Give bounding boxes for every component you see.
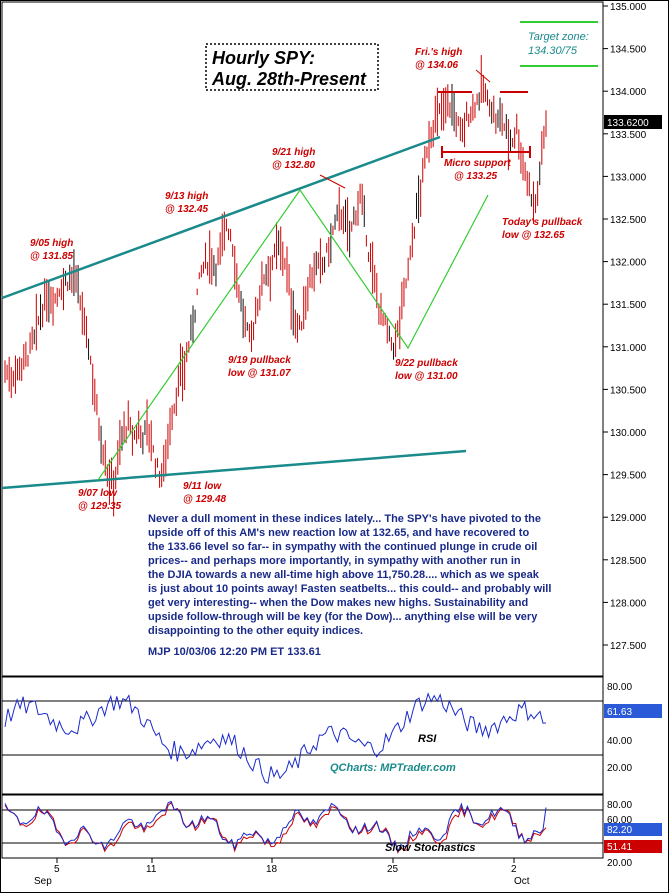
price-tick-label: 132.000 (610, 258, 647, 269)
x-label-sep18: 18 (266, 864, 278, 875)
annotation-fri-high-value: @ 134.06 (415, 60, 459, 71)
x-label-oct2: 2 (511, 864, 517, 875)
target-zone-value: 134.30/75 (528, 45, 578, 57)
price-tick-label: 134.500 (610, 45, 647, 56)
price-tick-label: 133.500 (610, 130, 647, 141)
price-panel (1, 1, 604, 677)
commentary-line: upside off of this AM's new reaction low… (148, 527, 529, 539)
commentary-signature: MJP 10/03/06 12:20 PM ET 133.61 (148, 646, 321, 658)
annotation-micro-support: Micro support (444, 158, 511, 169)
annotation-micro-support-value: @ 133.25 (454, 171, 498, 182)
rsi-tick-80: 80.00 (607, 682, 632, 693)
x-label-sep11: 11 (146, 864, 157, 875)
stoch-d-marker (604, 840, 662, 853)
stoch-k-line (4, 800, 547, 853)
stoch-tick-80: 80.00 (607, 800, 632, 811)
commentary-line: is just about 10 points away! Fasten sea… (148, 583, 551, 595)
commentary-line: prices-- and perhaps more importantly, i… (148, 555, 521, 567)
annotation-sep05-high: 9/05 high (30, 238, 73, 249)
last-price-marker (604, 115, 662, 129)
title-line2: Aug. 28th-Present (211, 69, 367, 89)
rsi-label: RSI (418, 733, 437, 745)
title-line1: Hourly SPY: (212, 48, 315, 68)
target-zone-label: Target zone: (528, 31, 589, 43)
sept21-leader (319, 174, 346, 189)
stoch-tick-60: 60.00 (607, 815, 632, 826)
rsi-panel (1, 676, 604, 795)
price-tick-label: 132.500 (610, 215, 647, 226)
rsi-last-marker (604, 704, 662, 718)
annotation-sep22-pullback-value: low @ 131.00 (395, 371, 458, 382)
commentary-line: get very interesting-- when the Dow make… (148, 597, 528, 609)
price-series (4, 55, 547, 517)
price-tick-label: 133.000 (610, 172, 647, 183)
price-tick-label: 130.500 (610, 385, 647, 396)
price-tick-label: 134.000 (610, 87, 647, 98)
annotation-sep19-pullback: 9/19 pullback (228, 355, 291, 366)
annotation-todays-pullback-value: low @ 132.65 (502, 230, 565, 241)
watermark: QCharts: MPTrader.com (330, 762, 456, 774)
x-label-sep25: 25 (387, 864, 399, 875)
annotation-fri-high: Fri.'s high (415, 47, 462, 58)
upper-trendline (1, 135, 441, 300)
commentary-line: disappointing to the other equity indice… (148, 625, 363, 637)
commentary-line: upside follow-through will be key (for t… (148, 611, 538, 623)
annotation-sep13-high-value: @ 132.45 (165, 204, 209, 215)
annotation-todays-pullback: Today's pullback (502, 217, 583, 228)
price-tick-label: 128.000 (610, 598, 647, 609)
rsi-tick-20: 20.00 (607, 763, 632, 774)
annotation-sep07-low: 9/07 low (78, 488, 118, 499)
stoch-panel (1, 794, 604, 859)
x-month-oct: Oct (514, 876, 530, 887)
price-tick-label: 131.000 (610, 343, 647, 354)
annotation-sep19-pullback-value: low @ 131.07 (228, 368, 291, 379)
rsi-last-value: 61.63 (607, 707, 632, 718)
annotation-sep11-low: 9/11 low (183, 481, 222, 492)
stoch-k-value: 82.20 (607, 825, 632, 836)
stoch-d-value: 51.41 (607, 842, 632, 853)
x-month-sep: Sep (34, 876, 52, 887)
annotation-sep07-low-value: @ 129.35 (78, 501, 122, 512)
annotation-sep21-high-value: @ 132.80 (272, 160, 316, 171)
price-tick-label: 129.000 (610, 513, 647, 524)
price-axis: 135.000 134.500 134.000 133.500 133.000 132.5… (603, 2, 647, 652)
x-label-sep5: 5 (54, 864, 60, 875)
price-tick-label: 131.500 (610, 300, 647, 311)
annotation-sep22-pullback: 9/22 pullback (395, 358, 458, 369)
annotation-sep21-high: 9/21 high (272, 147, 315, 158)
rsi-line (4, 692, 547, 784)
stoch-label: Slow Stochastics (385, 842, 475, 854)
commentary-line: Never a dull moment in these indices lat… (148, 513, 541, 525)
stoch-tick-20: 20.00 (607, 858, 632, 869)
price-tick-label: 129.500 (610, 471, 647, 482)
stoch-k-marker (604, 823, 662, 836)
fri-high-leader (475, 69, 491, 83)
price-tick-label: 135.000 (610, 2, 647, 13)
price-tick-label: 130.000 (610, 428, 647, 439)
annotation-sep05-high-value: @ 131.85 (30, 251, 74, 262)
annotation-sep13-high: 9/13 high (165, 191, 208, 202)
lower-trendline (1, 449, 467, 490)
pattern-lines (97, 188, 489, 481)
rsi-tick-40: 40.00 (607, 736, 632, 747)
annotation-sep11-low-value: @ 129.48 (183, 494, 227, 505)
commentary-line: the 133.66 level so far-- in sympathy wi… (148, 541, 537, 553)
price-tick-label: 127.500 (610, 641, 647, 652)
commentary: Never a dull moment in these indices lat… (148, 513, 551, 658)
price-tick-label: 128.500 (610, 556, 647, 567)
title-box (205, 43, 379, 91)
last-price-value: 133.6200 (607, 118, 649, 129)
commentary-line: the DJIA towards a new all-time high abo… (148, 569, 540, 581)
